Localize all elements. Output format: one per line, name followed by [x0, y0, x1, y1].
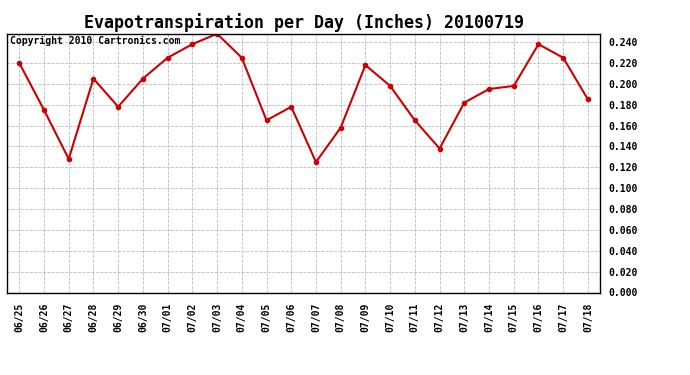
Title: Evapotranspiration per Day (Inches) 20100719: Evapotranspiration per Day (Inches) 2010…: [83, 13, 524, 32]
Text: Copyright 2010 Cartronics.com: Copyright 2010 Cartronics.com: [10, 36, 180, 46]
